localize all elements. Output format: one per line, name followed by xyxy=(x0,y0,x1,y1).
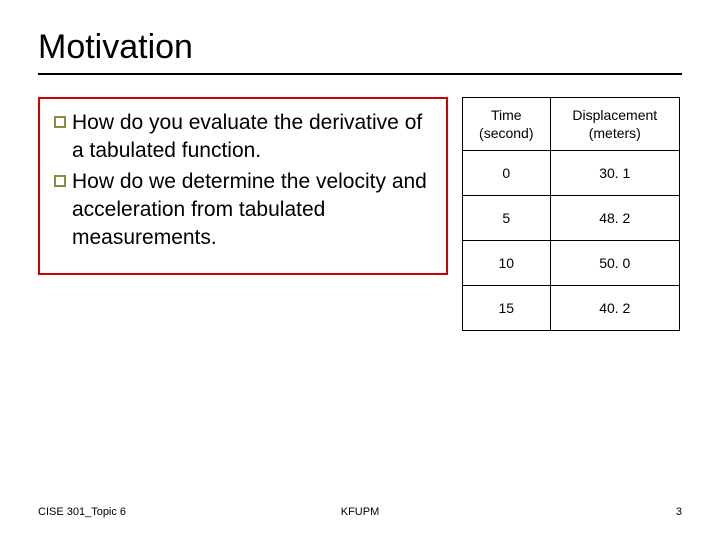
slide: Motivation How do you evaluate the deriv… xyxy=(0,0,720,540)
slide-title: Motivation xyxy=(38,28,682,67)
content-row: How do you evaluate the derivative of a … xyxy=(38,97,682,331)
table-cell: 30. 1 xyxy=(550,151,679,196)
table-cell: 10 xyxy=(463,241,551,286)
square-bullet-icon xyxy=(54,175,66,187)
table-header-cell: Displacement (meters) xyxy=(550,98,679,151)
bullet-item: How do you evaluate the derivative of a … xyxy=(54,109,432,166)
slide-footer: CISE 301_Topic 6 KFUPM 3 xyxy=(38,506,682,518)
table-cell: 40. 2 xyxy=(550,286,679,331)
header-line2: (meters) xyxy=(589,125,641,141)
table-cell: 0 xyxy=(463,151,551,196)
table-row: 5 48. 2 xyxy=(463,196,680,241)
square-bullet-icon xyxy=(54,116,66,128)
table-cell: 48. 2 xyxy=(550,196,679,241)
table-row: 15 40. 2 xyxy=(463,286,680,331)
bullet-text-box: How do you evaluate the derivative of a … xyxy=(38,97,448,275)
header-line1: Time xyxy=(491,107,522,123)
title-underline xyxy=(38,73,682,75)
bullet-item: How do we determine the velocity and acc… xyxy=(54,168,432,253)
table-cell: 5 xyxy=(463,196,551,241)
footer-right: 3 xyxy=(676,506,682,518)
table-header-cell: Time (second) xyxy=(463,98,551,151)
data-table: Time (second) Displacement (meters) 0 30… xyxy=(462,97,680,331)
header-line1: Displacement xyxy=(572,107,657,123)
header-line2: (second) xyxy=(479,125,533,141)
footer-center: KFUPM xyxy=(341,506,380,518)
table-cell: 15 xyxy=(463,286,551,331)
table-header-row: Time (second) Displacement (meters) xyxy=(463,98,680,151)
bullet-text: How do you evaluate the derivative of a … xyxy=(72,109,432,166)
table-row: 0 30. 1 xyxy=(463,151,680,196)
table-cell: 50. 0 xyxy=(550,241,679,286)
table-row: 10 50. 0 xyxy=(463,241,680,286)
bullet-text: How do we determine the velocity and acc… xyxy=(72,168,432,253)
footer-left: CISE 301_Topic 6 xyxy=(38,506,126,518)
